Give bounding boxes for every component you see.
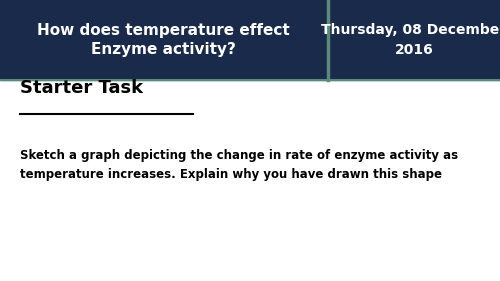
Bar (328, 0, 500, 80)
Text: How does temperature effect
Enzyme activity?: How does temperature effect Enzyme activ… (38, 23, 290, 57)
Text: Thursday, 08 December
2016: Thursday, 08 December 2016 (321, 23, 500, 57)
Text: Sketch a graph depicting the change in rate of enzyme activity as
temperature in: Sketch a graph depicting the change in r… (20, 149, 458, 181)
Bar (0, 0, 328, 80)
Text: Starter Task: Starter Task (20, 79, 143, 97)
